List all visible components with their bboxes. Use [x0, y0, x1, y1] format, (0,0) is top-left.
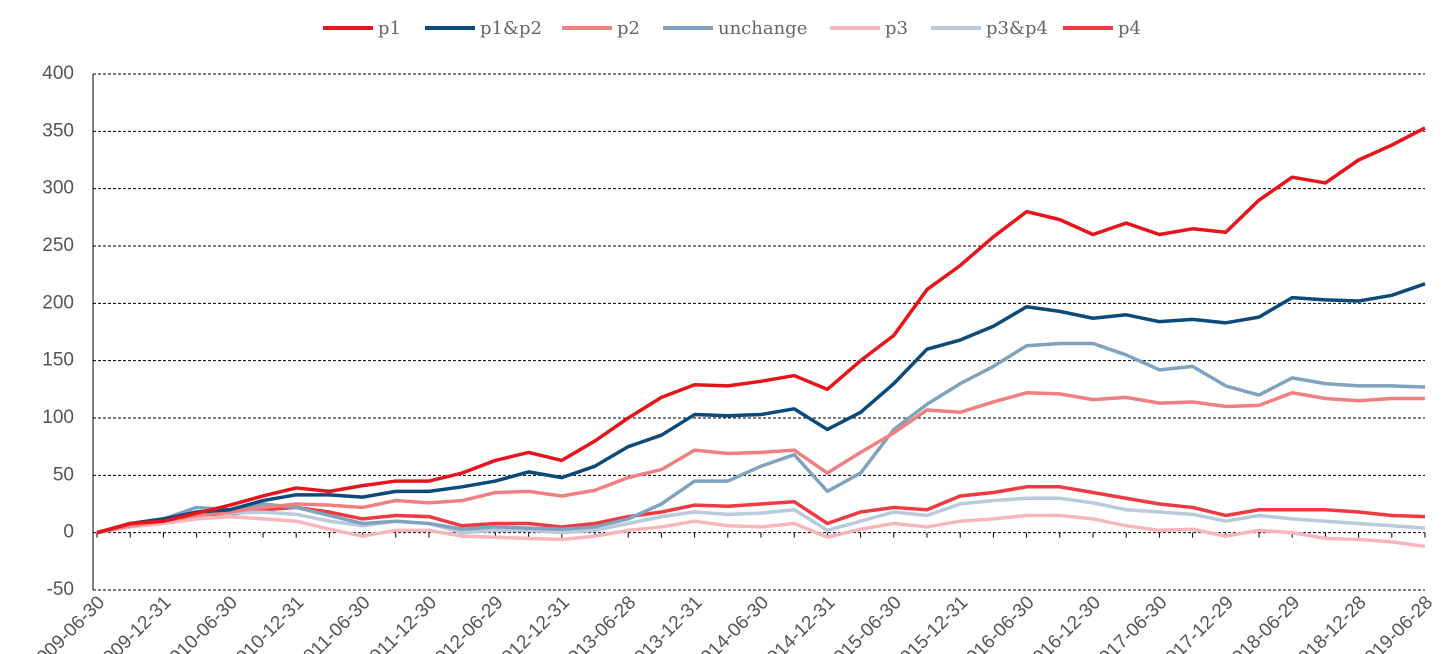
series-line	[96, 282, 1426, 535]
x-tick-label: 2017-12-29	[1154, 592, 1238, 654]
x-tick-label: 2009-12-31	[92, 592, 176, 654]
y-tick-label: 200	[42, 292, 74, 313]
y-tick-label: 0	[63, 522, 74, 543]
legend-label: p1&p2	[480, 18, 542, 39]
series-line	[96, 485, 1426, 535]
legend-label: p4	[1118, 18, 1141, 39]
x-tick-label: 2015-12-31	[889, 592, 973, 654]
legend-label: p3&p4	[986, 18, 1048, 39]
x-tick-label: 2016-12-30	[1021, 592, 1105, 654]
y-tick-label: 400	[42, 63, 74, 84]
series-line	[96, 496, 1426, 535]
x-tick-label: 2011-12-30	[359, 592, 442, 654]
y-tick-label: 350	[42, 120, 74, 141]
x-tick-label: 2014-06-30	[689, 592, 773, 654]
x-tick-label: 2011-06-30	[292, 592, 375, 654]
x-tick-label: 2018-06-29	[1221, 592, 1305, 654]
x-tick-label: 2016-06-30	[955, 592, 1039, 654]
legend-label: unchange	[718, 18, 807, 39]
y-tick-label: 100	[42, 407, 74, 428]
y-tick-label: 250	[42, 235, 74, 256]
x-tick-label: 2009-06-30	[25, 592, 109, 654]
x-tick-label: 2018-12-28	[1287, 592, 1371, 654]
y-tick-label: 50	[53, 464, 74, 485]
x-tick-label: 2019-06-28	[1353, 592, 1437, 654]
y-tick-label: 300	[42, 178, 74, 199]
x-tick-label: 2015-06-30	[822, 592, 906, 654]
series-line	[96, 391, 1425, 535]
x-tick-label: 2012-12-31	[490, 592, 574, 654]
x-tick-label: 2012-06-29	[424, 592, 508, 654]
x-tick-label: 2013-12-31	[623, 592, 707, 654]
y-tick-label: -50	[47, 579, 74, 600]
series-line	[96, 341, 1426, 535]
x-tick-label: 2013-06-28	[557, 592, 641, 654]
series-line	[96, 513, 1426, 549]
series-line	[96, 126, 1426, 535]
y-tick-label: 150	[42, 350, 74, 371]
x-tick-label: 2010-12-31	[225, 592, 309, 654]
x-tick-label: 2014-12-31	[756, 592, 840, 654]
x-tick-label: 2010-06-30	[158, 592, 242, 654]
x-tick-label: 2017-06-30	[1088, 592, 1172, 654]
legend-label: p1	[378, 18, 401, 39]
legend-label: p2	[617, 18, 640, 39]
legend-label: p3	[885, 18, 908, 39]
